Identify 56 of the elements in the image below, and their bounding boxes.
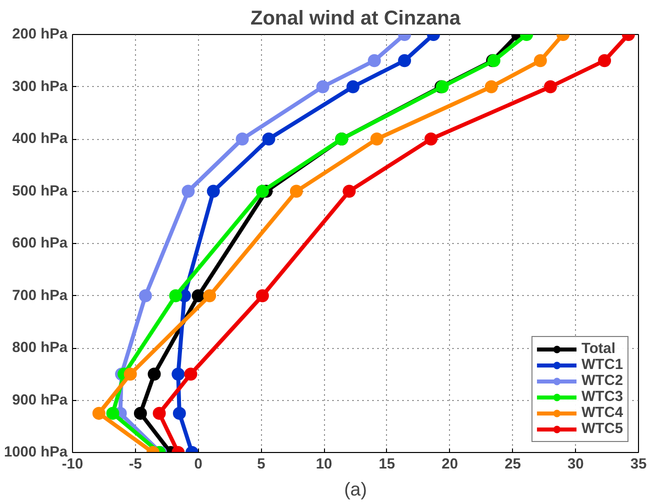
y-tick-label: 700 hPa [12, 288, 68, 304]
point [544, 80, 557, 94]
y-tick-label: 500 hPa [12, 183, 68, 200]
y-tick-label: 800 hPa [12, 340, 68, 356]
x-tick-label: 5 [257, 456, 266, 472]
x-tick-label: 25 [504, 456, 521, 472]
point [203, 289, 216, 302]
point [134, 406, 147, 420]
point [172, 368, 185, 381]
text: (a) [344, 478, 367, 500]
legend-label: WTC5 [581, 421, 623, 437]
point [262, 132, 276, 146]
point [138, 289, 152, 302]
legend-label: WTC1 [581, 357, 623, 373]
point [124, 368, 137, 381]
legend-label: WTC2 [581, 373, 623, 389]
legend-label: Total [581, 341, 616, 357]
y-tick-label: 400 hPa [12, 131, 68, 147]
point [398, 54, 412, 68]
point [424, 132, 438, 146]
y-tick-label: 200 hPa [12, 26, 68, 42]
point [256, 289, 269, 302]
point [92, 406, 106, 420]
point [236, 132, 249, 146]
legend-label: WTC3 [581, 389, 623, 405]
point [290, 184, 303, 198]
point [342, 184, 356, 198]
point [169, 289, 182, 302]
point [534, 54, 547, 68]
x-tick-label: 15 [378, 456, 396, 472]
point [192, 289, 205, 302]
chart-title: Zonal wind at Cinzana [250, 8, 462, 30]
y-tick-label: 900 hPa [12, 392, 68, 408]
x-tick-label: 30 [567, 456, 584, 472]
point [368, 54, 381, 68]
point [598, 54, 612, 68]
point [172, 406, 186, 420]
point [184, 368, 198, 381]
point [370, 132, 384, 146]
point [316, 80, 330, 94]
point [346, 80, 360, 94]
y-tick-label: 300 hPa [12, 78, 68, 95]
point [484, 80, 498, 94]
point [148, 368, 161, 381]
y-tick-label: 600 hPa [12, 236, 68, 252]
x-tick-label: 10 [316, 456, 332, 472]
point [182, 184, 195, 198]
point [206, 184, 220, 198]
x-tick-label: 20 [442, 456, 458, 472]
x-tick-label: -5 [128, 456, 142, 472]
point [152, 406, 166, 420]
point [106, 406, 120, 420]
legend-label: WTC4 [581, 405, 623, 421]
x-tick-label: 0 [194, 456, 202, 472]
x-tick-label: 35 [630, 456, 647, 472]
point [256, 184, 269, 198]
